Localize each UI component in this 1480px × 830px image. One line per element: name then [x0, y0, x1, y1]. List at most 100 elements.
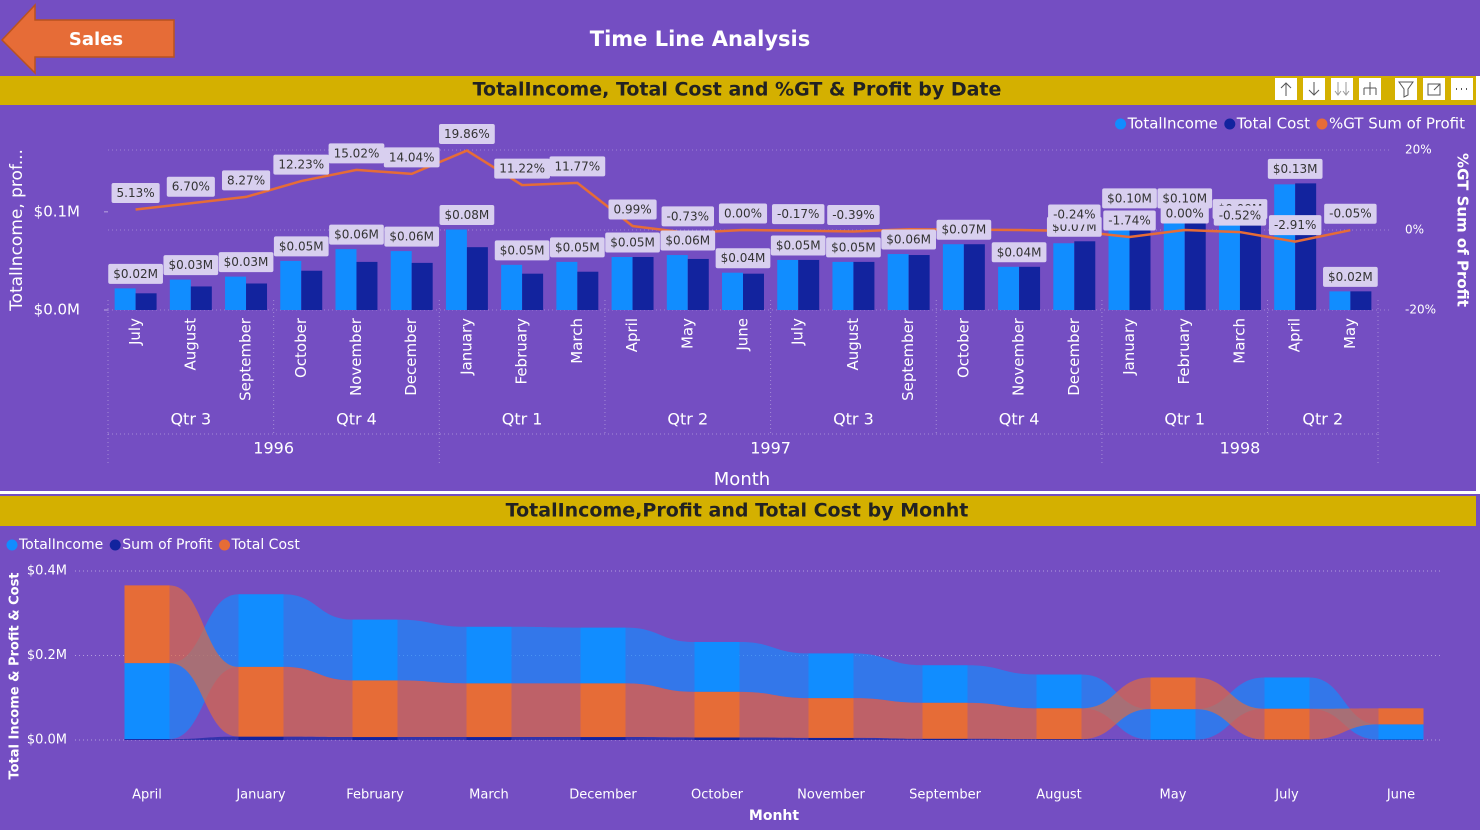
x-tick-label: February: [513, 318, 531, 385]
ribbon-segment: [1036, 739, 1082, 740]
data-label-text: $0.06M: [886, 233, 931, 247]
ribbon-segment: [694, 691, 740, 738]
label-box: [384, 226, 440, 247]
label-box: [1157, 188, 1213, 209]
ribbon-segment: [1150, 709, 1196, 740]
bar: [1019, 266, 1041, 310]
legend-label: Total Cost: [1236, 115, 1310, 133]
bar: [1329, 291, 1351, 310]
x-tick-label: July: [789, 318, 807, 346]
label-box: [163, 255, 219, 276]
data-label-text: $0.04M: [721, 251, 766, 265]
bar: [190, 286, 212, 310]
ribbon: [853, 653, 923, 703]
ribbon: [169, 585, 239, 737]
x-tick-label: May: [1341, 318, 1359, 349]
bar: [908, 255, 930, 310]
y2-axis-title: %GT Sum of Profit: [1454, 153, 1472, 307]
label-box: [936, 219, 992, 240]
data-label-text: 0.00%: [724, 207, 762, 221]
legend: TotalIncome Total Cost %GT Sum of Profit: [1115, 115, 1465, 133]
label-box: [273, 154, 330, 175]
label-box: [1102, 188, 1157, 209]
ribbon: [283, 594, 353, 681]
ribbon: [967, 665, 1037, 709]
x-tick-label: September: [899, 317, 917, 401]
label-box: [605, 232, 660, 253]
x-tick-label: June: [734, 318, 752, 352]
data-label: $0.04M: [991, 242, 1047, 263]
data-label-text: $0.04M: [997, 245, 1042, 259]
line: [135, 149, 1351, 243]
chart-title: TotalIncome, Total Cost and %GT & Profit…: [473, 79, 1002, 101]
ribbon: [625, 737, 695, 740]
data-label-text: $0.10M: [1107, 191, 1152, 205]
ribbon-segment: [922, 738, 968, 740]
divider: [0, 491, 1480, 494]
chart-header: [0, 496, 1476, 526]
quarter-label: Qtr 2: [667, 410, 708, 429]
data-label-text: $0.02M: [113, 267, 158, 281]
ribbon-segment: [808, 653, 854, 699]
bar: [411, 262, 433, 310]
bar: [445, 229, 467, 310]
ribbon-segment: [580, 737, 626, 740]
focus[interactable]: [1423, 78, 1445, 100]
year-label: 1997: [750, 439, 791, 458]
drill-all[interactable]: [1331, 78, 1353, 100]
ribbon-segment: [124, 585, 170, 664]
bar: [225, 276, 247, 310]
legend-swatch: [1316, 118, 1328, 130]
year-label: 1996: [253, 439, 294, 458]
icon: [1398, 81, 1414, 98]
data-label: -0.17%: [771, 204, 825, 225]
ribbon: [511, 737, 581, 740]
chart-title: TotalIncome,Profit and Total Cost by Mon…: [506, 500, 969, 522]
legend-label: TotalIncome: [18, 537, 103, 553]
ribbon-segment: [922, 665, 968, 703]
icon: [1427, 83, 1441, 96]
bar: [1108, 214, 1130, 310]
legend-swatch: [1224, 118, 1236, 130]
data-label-text: 19.86%: [444, 127, 490, 141]
data-label-text: $0.05M: [610, 235, 655, 249]
ribbon-segment: [1378, 708, 1424, 725]
ribbon-segment: [352, 680, 398, 738]
data-label: $0.05M: [273, 236, 329, 257]
data-label: 6.70%: [166, 176, 215, 197]
data-label: $0.05M: [826, 237, 881, 258]
label-box: [383, 147, 440, 168]
label-box: [1323, 266, 1378, 287]
bar: [666, 255, 688, 310]
ribbon: [625, 627, 695, 692]
data-label-text: -0.39%: [832, 208, 874, 222]
sales-button[interactable]: Sales: [0, 3, 175, 75]
label-box: [991, 242, 1047, 263]
label-box: [827, 205, 880, 226]
button-label[interactable]: Sales: [69, 29, 123, 50]
ribbon: [1081, 677, 1151, 740]
x-tick-label: December: [1065, 317, 1083, 396]
ribbon-segment: [694, 737, 740, 740]
bar: [832, 261, 854, 310]
x-axis-title: Month: [714, 469, 770, 490]
bar: [335, 249, 357, 310]
legend: TotalIncome Sum of Profit Total Cost: [6, 537, 300, 553]
ribbon: [1081, 739, 1151, 740]
data-label-text: 15.02%: [334, 146, 380, 160]
divider: [1476, 76, 1480, 494]
filter[interactable]: [1395, 78, 1417, 100]
arrow-shape[interactable]: [0, 3, 175, 75]
data-label: 12.23%: [273, 154, 330, 175]
label-box: [494, 158, 551, 179]
ribbon-segment: [238, 736, 284, 740]
data-label: 14.04%: [383, 147, 440, 168]
x-tick-label: December: [402, 317, 420, 396]
ribbon-segment: [694, 641, 740, 692]
icon: [1334, 82, 1350, 96]
label-box: [660, 230, 716, 251]
data-label: 19.86%: [439, 124, 495, 145]
data-label-text: 14.04%: [389, 150, 435, 164]
bar: [390, 251, 412, 310]
data-label-text: $0.02M: [1328, 270, 1373, 284]
